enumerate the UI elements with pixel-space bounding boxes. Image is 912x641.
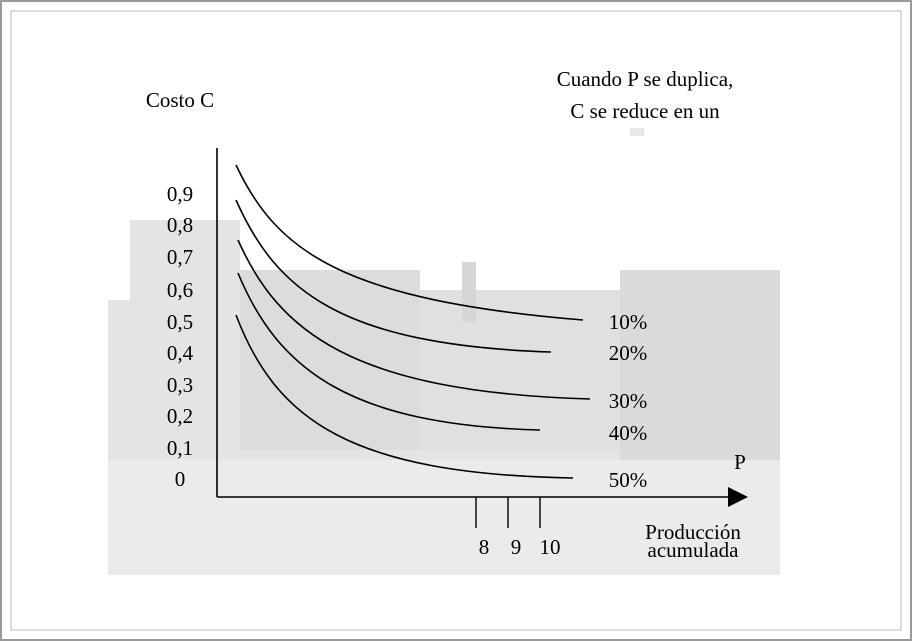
y-label: 0,7: [167, 245, 193, 269]
curve-label: 40%: [609, 421, 648, 445]
y-label: 0,9: [167, 182, 193, 206]
curve-label: 10%: [609, 310, 648, 334]
y-label: 0,6: [167, 278, 193, 302]
curve-label: 50%: [609, 468, 648, 492]
note-line: Cuando P se duplica,: [557, 67, 734, 91]
x-label: 8: [479, 535, 490, 559]
y-label: 0: [175, 467, 186, 491]
y-label: 0,8: [167, 213, 193, 237]
note-line: C se reduce en un: [570, 99, 720, 123]
curve-label: 20%: [609, 341, 648, 365]
y-label: 0,3: [167, 373, 193, 397]
y-axis-title: Costo C: [146, 88, 214, 112]
x-axis-title: P: [734, 450, 746, 474]
x-caption: acumulada: [648, 538, 740, 562]
x-label: 9: [511, 535, 522, 559]
y-label: 0,2: [167, 404, 193, 428]
y-label: 0,5: [167, 310, 193, 334]
slide: Costo C Cuando P se duplica, C se reduce…: [0, 0, 912, 641]
x-label: 10: [540, 535, 561, 559]
y-label: 0,1: [167, 436, 193, 460]
curve-label: 30%: [609, 389, 648, 413]
y-label: 0,4: [167, 341, 194, 365]
